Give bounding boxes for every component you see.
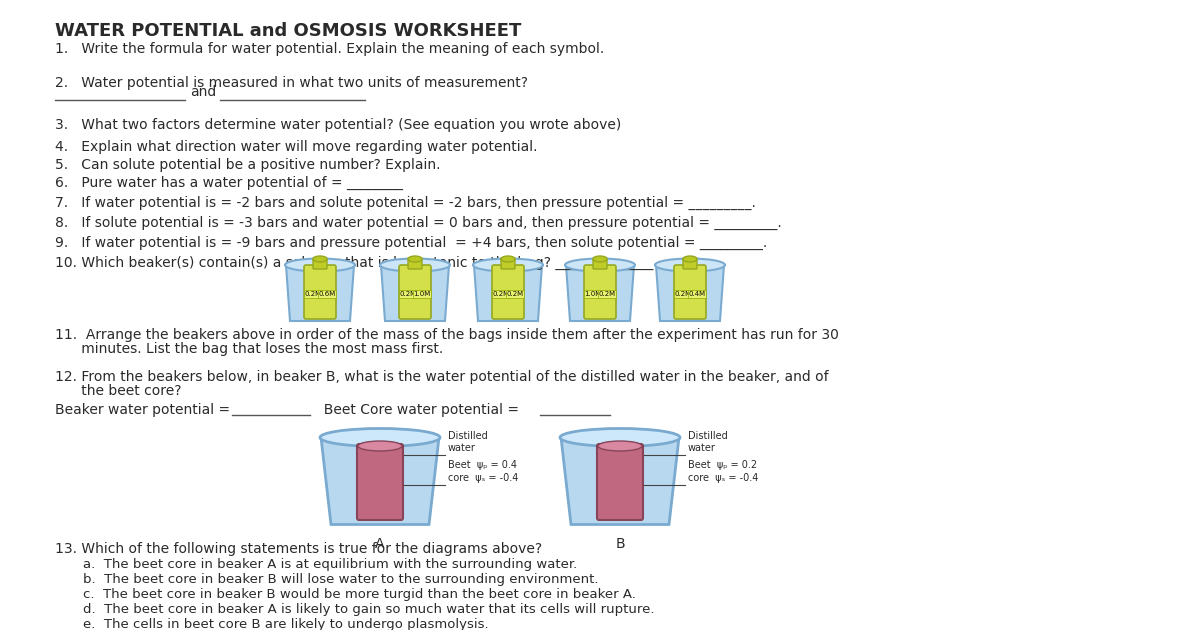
Polygon shape — [286, 265, 354, 321]
Text: d.  The beet core in beaker A is likely to gain so much water that its cells wil: d. The beet core in beaker A is likely t… — [83, 603, 654, 616]
Ellipse shape — [560, 428, 680, 447]
FancyBboxPatch shape — [674, 265, 706, 319]
Ellipse shape — [320, 428, 440, 447]
Text: 7.   If water potential is = -2 bars and solute potenital = -2 bars, then pressu: 7. If water potential is = -2 bars and s… — [55, 196, 756, 210]
Text: 10. Which beaker(s) contain(s) a solution that is hypertonic to the bag? _______: 10. Which beaker(s) contain(s) a solutio… — [55, 256, 653, 270]
Text: 13. Which of the following statements is true for the diagrams above?: 13. Which of the following statements is… — [55, 542, 542, 556]
FancyBboxPatch shape — [358, 444, 403, 520]
FancyBboxPatch shape — [598, 444, 643, 520]
Text: 9.   If water potential is = -9 bars and pressure potential  = +4 bars, then sol: 9. If water potential is = -9 bars and p… — [55, 236, 767, 250]
Ellipse shape — [655, 258, 725, 272]
FancyBboxPatch shape — [398, 265, 431, 319]
FancyBboxPatch shape — [313, 258, 326, 269]
Polygon shape — [562, 437, 679, 525]
Polygon shape — [656, 265, 724, 321]
FancyBboxPatch shape — [304, 265, 336, 319]
FancyBboxPatch shape — [683, 258, 697, 269]
Ellipse shape — [683, 256, 697, 262]
Text: e.  The cells in beet core B are likely to undergo plasmolysis.: e. The cells in beet core B are likely t… — [83, 618, 488, 630]
FancyBboxPatch shape — [593, 258, 607, 269]
Text: 6.   Pure water has a water potential of = ________: 6. Pure water has a water potential of =… — [55, 176, 403, 190]
Text: 12. From the beakers below, in beaker B, what is the water potential of the dist: 12. From the beakers below, in beaker B,… — [55, 370, 829, 384]
Text: 8.   If solute potential is = -3 bars and water potential = 0 bars and, then pre: 8. If solute potential is = -3 bars and … — [55, 216, 781, 230]
Text: minutes. List the bag that loses the most mass first.: minutes. List the bag that loses the mos… — [55, 342, 443, 356]
Text: 0.2M: 0.2M — [599, 291, 616, 297]
Text: c.  The beet core in beaker B would be more turgid than the beet core in beaker : c. The beet core in beaker B would be mo… — [83, 588, 636, 601]
Text: 0.2M: 0.2M — [492, 291, 510, 297]
Text: 0.4M: 0.4M — [689, 291, 706, 297]
FancyBboxPatch shape — [408, 258, 422, 269]
Ellipse shape — [502, 256, 515, 262]
Text: Beet Core water potential =: Beet Core water potential = — [314, 403, 523, 417]
Ellipse shape — [286, 258, 355, 272]
Text: 3.   What two factors determine water potential? (See equation you wrote above): 3. What two factors determine water pote… — [55, 118, 622, 132]
Text: 0.2M: 0.2M — [400, 291, 416, 297]
Text: 4.   Explain what direction water will move regarding water potential.: 4. Explain what direction water will mov… — [55, 140, 538, 154]
Text: Distilled
water: Distilled water — [448, 430, 487, 453]
Ellipse shape — [473, 258, 542, 272]
Text: 11.  Arrange the beakers above in order of the mass of the bags inside them afte: 11. Arrange the beakers above in order o… — [55, 328, 839, 342]
Text: b.  The beet core in beaker B will lose water to the surrounding environment.: b. The beet core in beaker B will lose w… — [83, 573, 599, 586]
Text: 0.2M: 0.2M — [674, 291, 691, 297]
Ellipse shape — [593, 256, 607, 262]
Ellipse shape — [408, 256, 422, 262]
FancyBboxPatch shape — [584, 265, 616, 319]
Polygon shape — [474, 265, 542, 321]
Text: Distilled
water: Distilled water — [688, 430, 727, 453]
Text: A: A — [376, 537, 385, 551]
Text: and: and — [190, 85, 216, 99]
Text: WATER POTENTIAL and OSMOSIS WORKSHEET: WATER POTENTIAL and OSMOSIS WORKSHEET — [55, 22, 521, 40]
Text: 0.2M: 0.2M — [506, 291, 523, 297]
Text: 2.   Water potential is measured in what two units of measurement?: 2. Water potential is measured in what t… — [55, 76, 528, 90]
Text: a.  The beet core in beaker A is at equilibrium with the surrounding water.: a. The beet core in beaker A is at equil… — [83, 558, 577, 571]
Polygon shape — [322, 437, 439, 525]
Text: 0.6M: 0.6M — [318, 291, 336, 297]
Text: 1.0M: 1.0M — [584, 291, 601, 297]
Ellipse shape — [313, 256, 326, 262]
FancyBboxPatch shape — [492, 265, 524, 319]
FancyBboxPatch shape — [502, 258, 515, 269]
Ellipse shape — [565, 258, 635, 272]
Text: 1.   Write the formula for water potential. Explain the meaning of each symbol.: 1. Write the formula for water potential… — [55, 42, 605, 56]
Text: B: B — [616, 537, 625, 551]
Ellipse shape — [598, 441, 642, 451]
Text: Beet  ψₚ = 0.4
core  ψₛ = -0.4: Beet ψₚ = 0.4 core ψₛ = -0.4 — [448, 460, 518, 483]
Text: the beet core?: the beet core? — [55, 384, 181, 398]
Polygon shape — [382, 265, 449, 321]
Ellipse shape — [358, 441, 402, 451]
Text: 1.0M: 1.0M — [413, 291, 431, 297]
Text: Beet  ψₚ = 0.2
core  ψₛ = -0.4: Beet ψₚ = 0.2 core ψₛ = -0.4 — [688, 460, 758, 483]
Ellipse shape — [380, 258, 450, 272]
Text: 5.   Can solute potential be a positive number? Explain.: 5. Can solute potential be a positive nu… — [55, 158, 440, 172]
Polygon shape — [566, 265, 634, 321]
Text: Beaker water potential =: Beaker water potential = — [55, 403, 234, 417]
Text: 0.2M: 0.2M — [305, 291, 322, 297]
